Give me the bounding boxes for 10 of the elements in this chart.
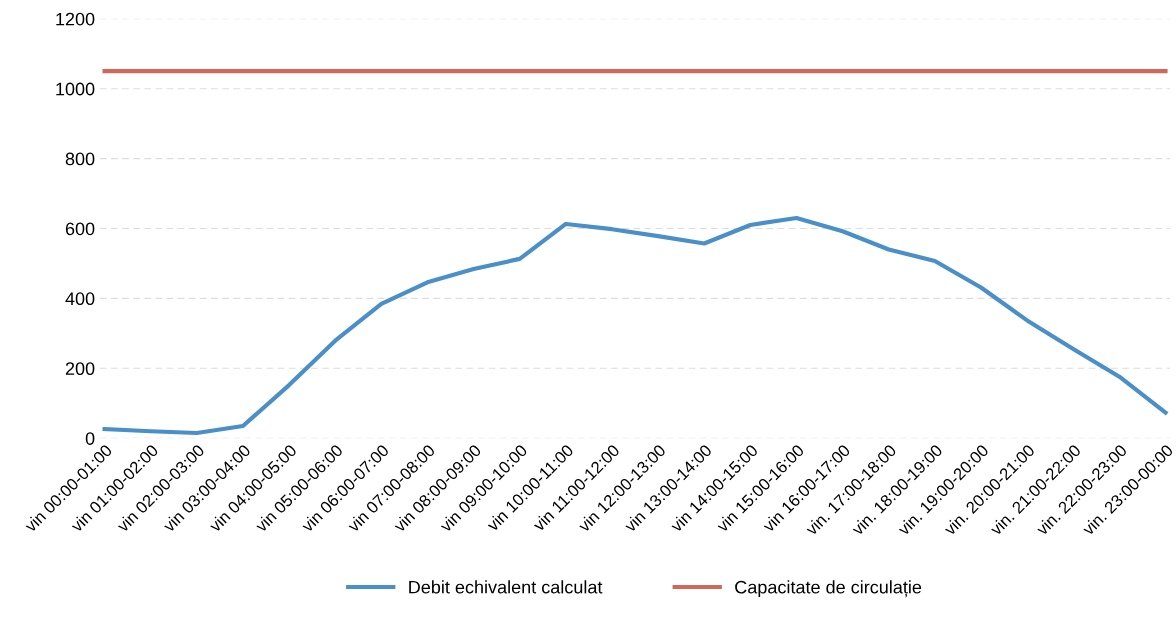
legend-label: Debit echivalent calculat xyxy=(409,580,603,594)
y-tick-label: 1200 xyxy=(56,12,95,26)
legend-label: Capacitate de circulație xyxy=(735,580,922,598)
y-tick-label: 800 xyxy=(65,152,95,166)
line-series xyxy=(102,215,1168,436)
y-tick-label: 1000 xyxy=(56,82,95,96)
y-tick-label: 600 xyxy=(65,222,95,236)
y-tick-label: 0 xyxy=(85,432,95,445)
y-tick-label: 200 xyxy=(65,362,95,376)
y-tick-label: 400 xyxy=(65,292,95,306)
